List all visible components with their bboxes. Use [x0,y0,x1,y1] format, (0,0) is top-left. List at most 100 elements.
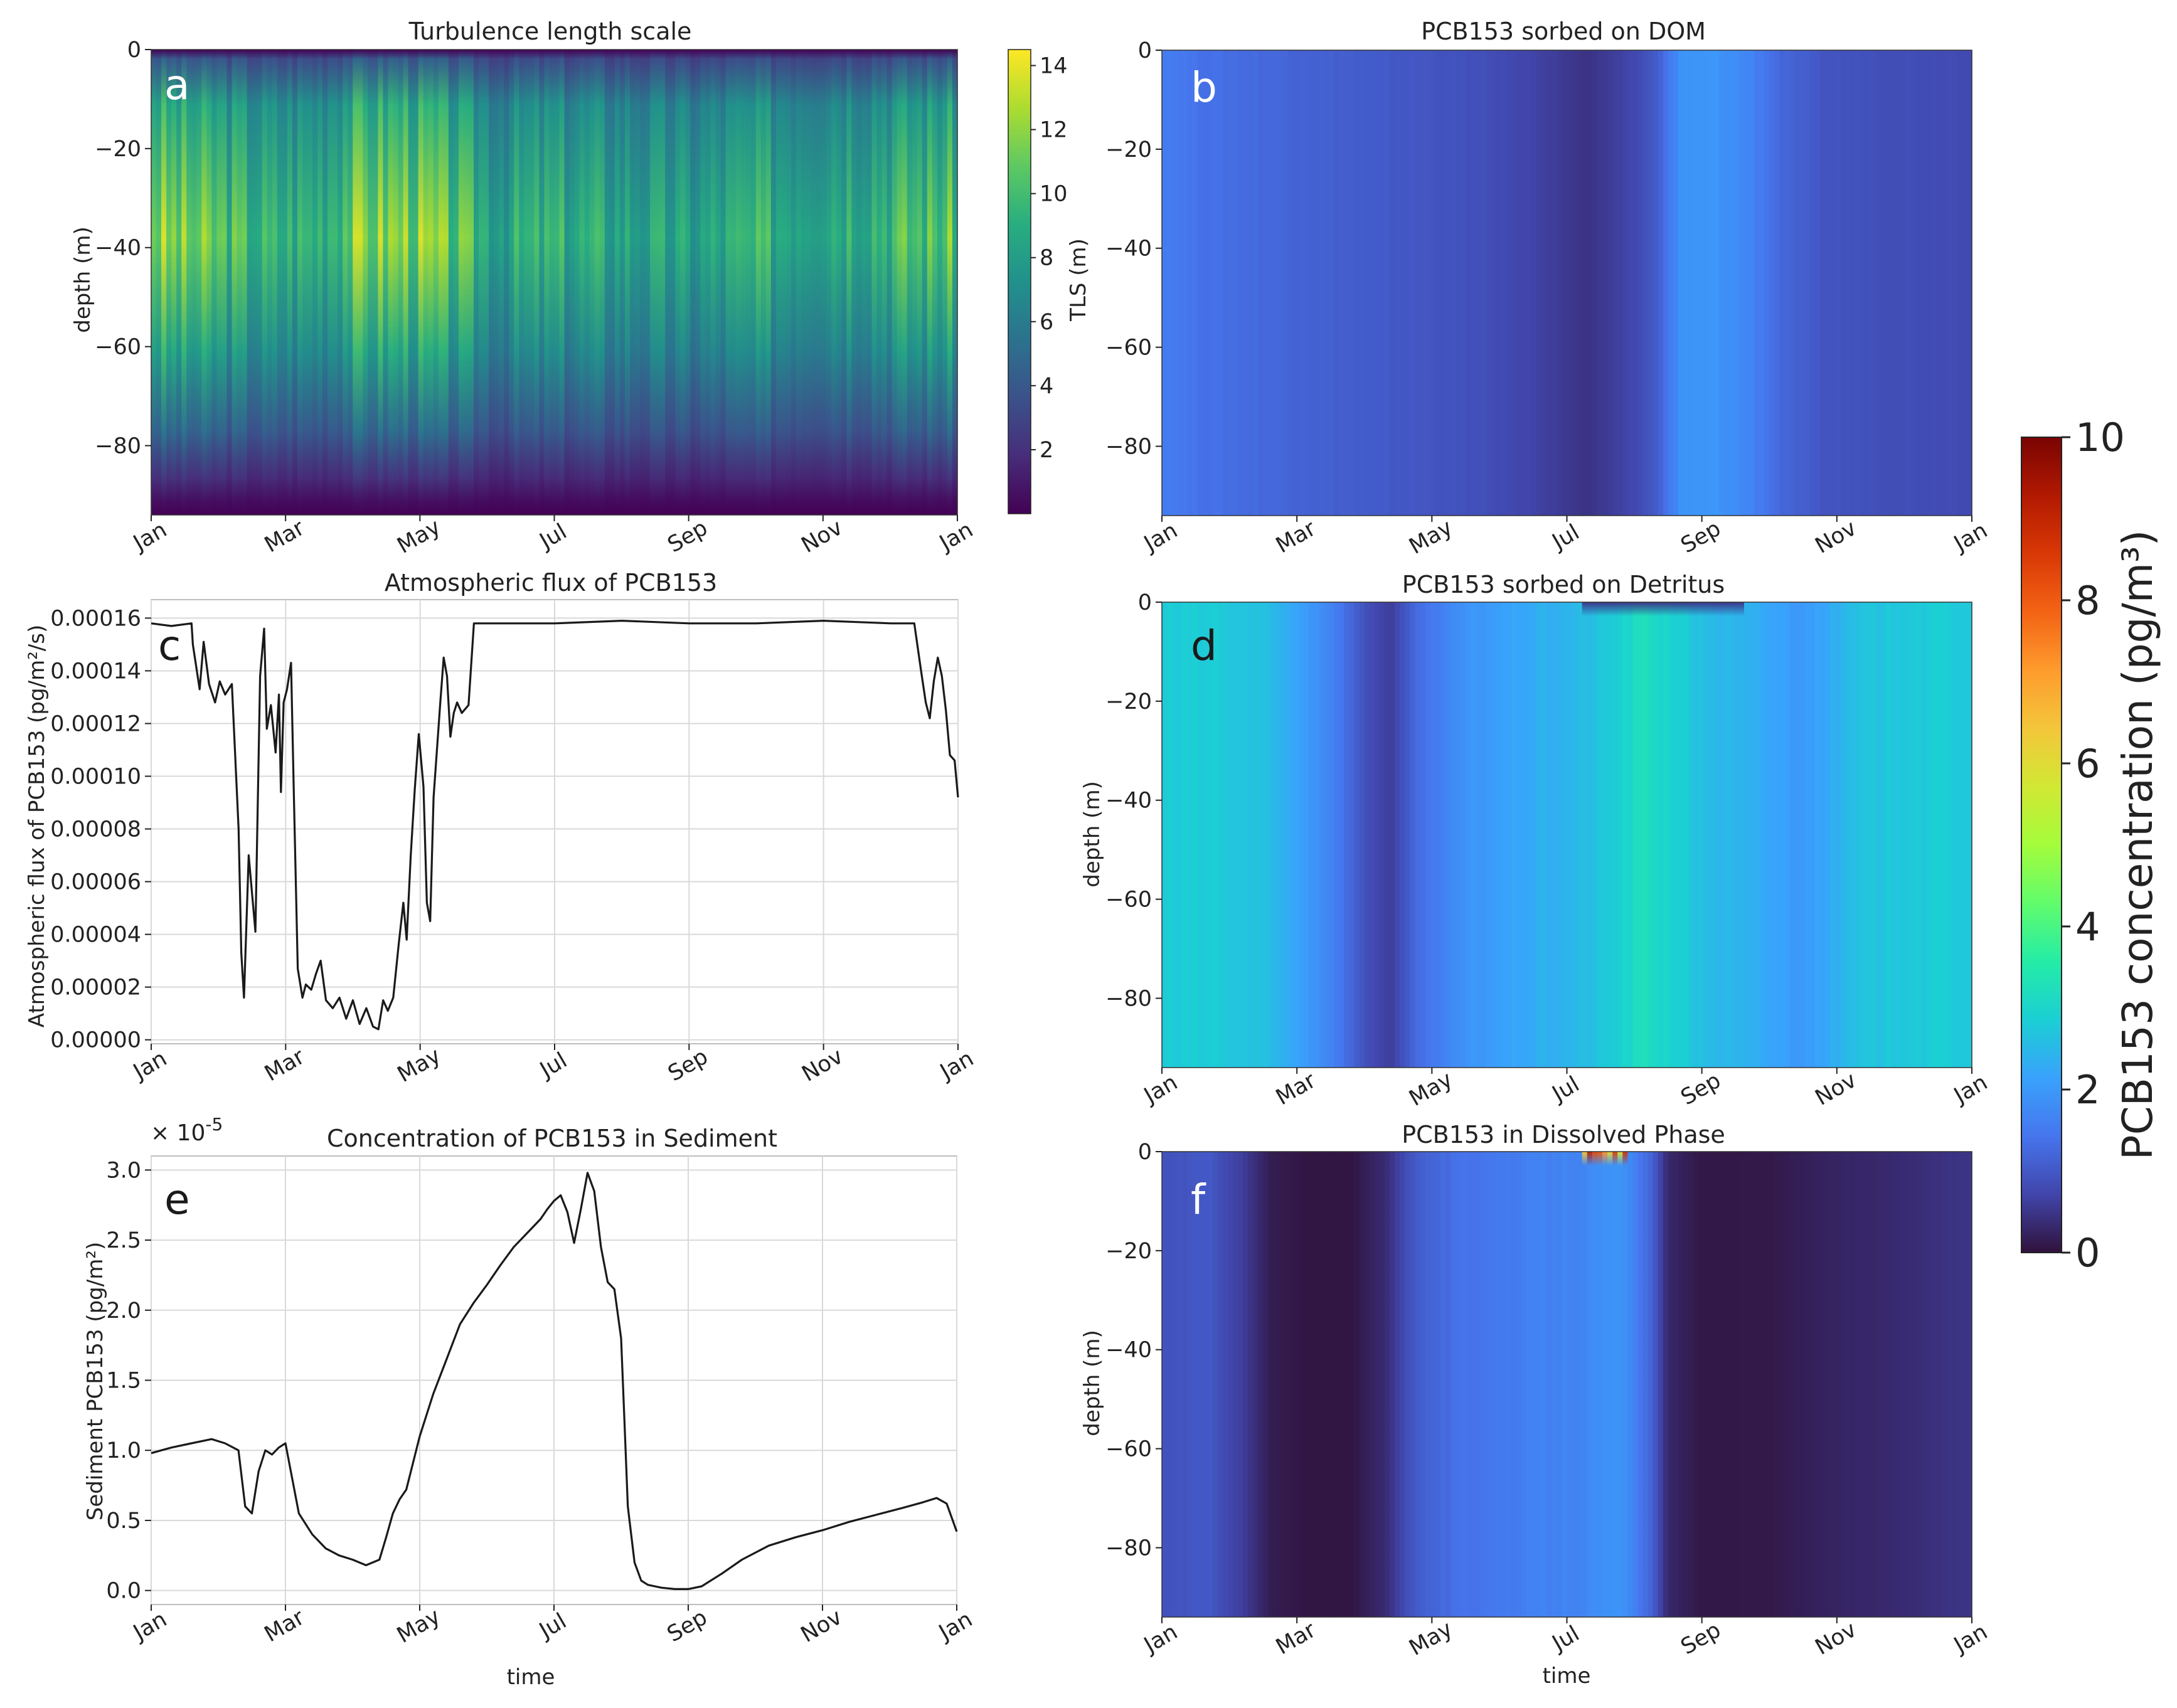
heatmap-cell [519,50,524,515]
heatmap-cell [1177,602,1183,1068]
heatmap-cell [1217,602,1223,1068]
heatmap-cell [730,50,737,515]
heatmap-cell [1526,602,1532,1068]
heatmap-cell [1506,50,1512,516]
heatmap-cell [1956,50,1962,516]
y-tick-label: 0.00010 [50,765,141,790]
tls-colorbar-tick-label: 8 [1040,246,1053,271]
heatmap-cell [206,50,212,515]
y-tick-label: −80 [1105,1536,1152,1561]
panel-b-title: PCB153 sorbed on DOM [1421,18,1706,45]
panel-f-title: PCB153 in Dissolved Phase [1402,1121,1725,1148]
heatmap-cell [1688,602,1694,1068]
panel-b: PCB153 sorbed on DOM b 0 −20 −40 −60 −80 Jan… [1105,18,1992,560]
heatmap-cell [1364,602,1370,1068]
heatmap-cell [1835,602,1841,1068]
shared-colorbar-tick-label: 10 [2075,415,2125,460]
panel-c-ylabel: Atmospheric flux of PCB153 (pg/m²/s) [24,625,50,1027]
heatmap-cell [1895,1152,1902,1617]
heatmap-cell [1784,50,1791,516]
heatmap-cell [1779,50,1786,516]
heatmap-cell [1835,1152,1841,1617]
heatmap-cell [267,50,273,515]
heatmap-cell [348,50,353,515]
y-tick-label: 0.00008 [50,817,141,842]
x-tick-label: Sep [663,1605,711,1648]
heatmap-cell [1192,1152,1198,1617]
heatmap-cell [1658,1152,1664,1617]
heatmap-cell [443,50,449,515]
heatmap-cell [1364,50,1370,516]
heatmap-cell [1298,50,1304,516]
heatmap-cell [1324,1152,1329,1617]
heatmap-cell [1885,50,1892,516]
heatmap-cell [1769,50,1775,516]
heatmap-cell [1703,50,1710,516]
heatmap-cell [1819,1152,1826,1617]
y-tick-label: 0.00014 [50,659,141,684]
heatmap-cell [1587,1152,1593,1617]
heatmap-cell [1202,50,1208,516]
heatmap-cell [670,50,676,515]
heatmap-cell [544,50,550,515]
heatmap-cell [1769,602,1775,1068]
heatmap-cell [831,50,837,515]
heatmap-cell [1546,1152,1552,1617]
heatmap-cell [1445,50,1451,516]
heatmap-cell [1562,1152,1568,1617]
heatmap-cell [1288,50,1294,516]
heatmap-cell [1197,50,1203,516]
heatmap-cell [1759,1152,1765,1617]
heatmap-cell [1496,1152,1502,1617]
heatmap-cell [1703,602,1710,1068]
x-tick-label: Sep [1677,516,1725,559]
heatmap-cell [680,50,686,515]
heatmap-cell [720,50,727,515]
heatmap-cell [897,50,903,515]
heatmap-cell [1830,1152,1836,1617]
heatmap-cell [1481,1152,1486,1617]
heatmap-cell [1819,602,1826,1068]
heatmap-cell [1273,1152,1279,1617]
heatmap-cell [1303,1152,1309,1617]
heatmap-cell [1450,50,1456,516]
heatmap-cell [171,50,177,515]
heatmap-cell [1288,1152,1294,1617]
heatmap-cell [1738,50,1745,516]
heatmap-cell [1840,602,1846,1068]
heatmap-cell [1572,50,1578,516]
panel-c-title: Atmospheric flux of PCB153 [385,569,717,597]
panel-f-ylabel: depth (m) [1080,1330,1105,1436]
x-tick-label: Jul [535,519,571,555]
heatmap-cell [1733,602,1740,1068]
heatmap-cell [760,50,767,515]
heatmap-cell [1921,1152,1927,1617]
heatmap-cell [1759,602,1765,1068]
heatmap-cell [1415,1152,1421,1617]
heatmap-cell [796,50,802,515]
heatmap-cell [262,50,268,515]
heatmap-cell [1385,602,1390,1068]
y-tick-label: 2.5 [106,1228,141,1253]
panel-c-line [151,619,959,1031]
heatmap-cell [1486,602,1492,1068]
heatmap-cell [1779,1152,1786,1617]
heatmap-cell [1673,1152,1679,1617]
heatmap-cell [856,50,863,515]
heatmap-cell [1916,1152,1922,1617]
heatmap-cell [1582,1152,1588,1617]
heatmap-cell [1819,50,1826,516]
heatmap-cell [1637,602,1644,1068]
panel-e-offset-label: × 10-5 [151,1114,223,1146]
heatmap-cell [1870,1152,1876,1617]
heatmap-cell [1961,1152,1967,1617]
y-tick-label: 0.00016 [50,606,141,631]
y-tick-label: 0.00000 [50,1028,141,1053]
heatmap-cell [1860,1152,1866,1617]
heatmap-cell [1536,1152,1542,1617]
heatmap-cell [1885,1152,1892,1617]
heatmap-cell [509,50,514,515]
panel-b-y-axis: 0 −20 −40 −60 −80 [1105,38,1162,459]
heatmap-cell [1642,50,1649,516]
heatmap-cell [1597,50,1603,516]
